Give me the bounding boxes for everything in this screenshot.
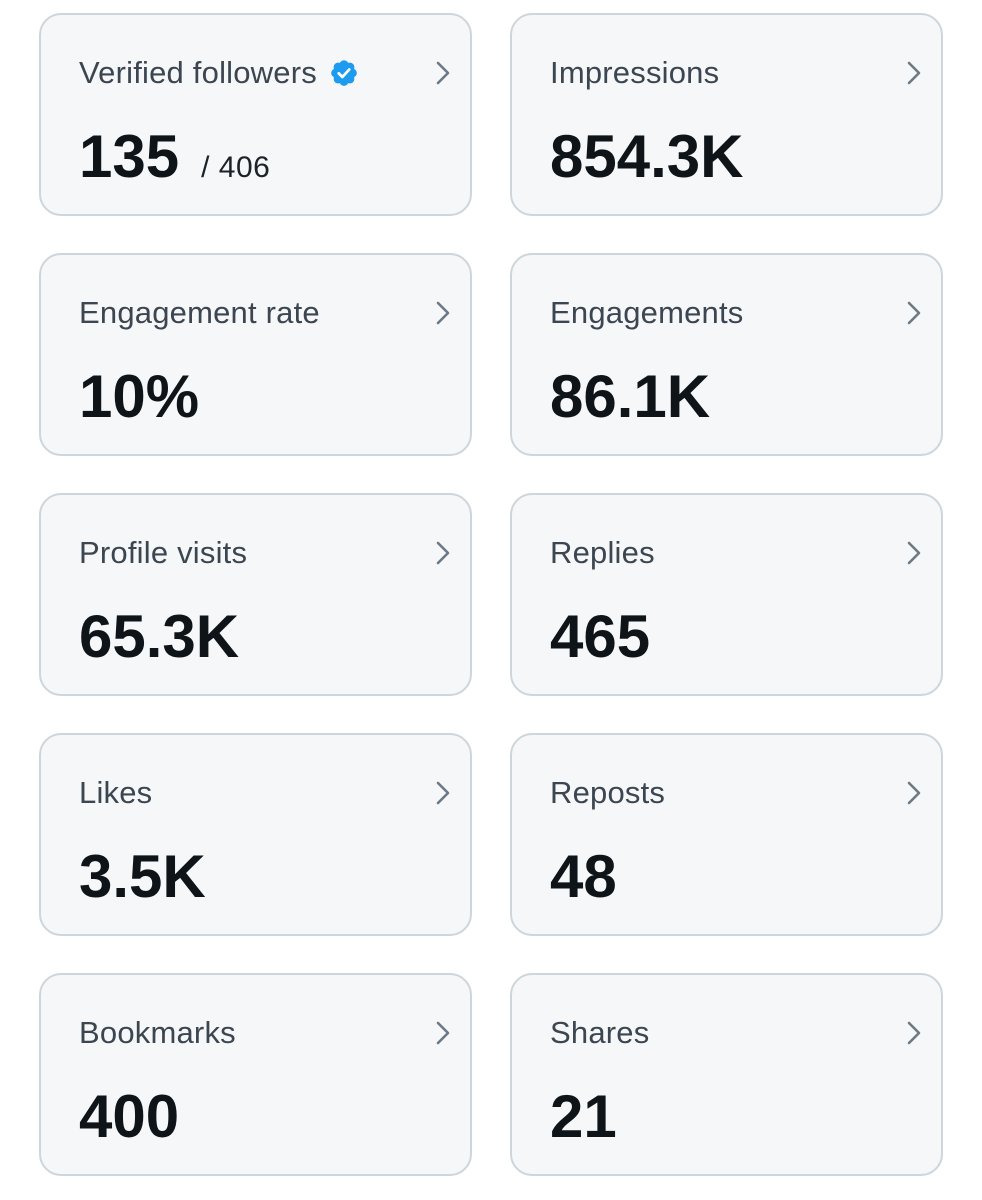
metric-card-bookmarks[interactable]: Bookmarks 400 (39, 973, 472, 1176)
metric-label-text: Verified followers (79, 55, 317, 90)
metric-value: 3.5K (79, 843, 206, 910)
metric-value: 65.3K (79, 603, 240, 670)
metric-label: Engagement rate (79, 295, 320, 330)
metric-card-profile-visits[interactable]: Profile visits 65.3K (39, 493, 472, 696)
chevron-right-icon (436, 541, 450, 565)
metric-label: Shares (550, 1015, 650, 1050)
metric-label: Verified followers (79, 53, 359, 93)
metric-label: Likes (79, 775, 153, 810)
metric-card-likes[interactable]: Likes 3.5K (39, 733, 472, 936)
chevron-right-icon (907, 301, 921, 325)
chevron-right-icon (436, 781, 450, 805)
metrics-grid: Verified followers 135 / 406 Impressions… (39, 13, 943, 1176)
metric-card-replies[interactable]: Replies 465 (510, 493, 943, 696)
metric-value: 400 (79, 1083, 180, 1150)
metric-card-engagement-rate[interactable]: Engagement rate 10% (39, 253, 472, 456)
metric-label: Replies (550, 535, 655, 570)
metric-card-verified-followers[interactable]: Verified followers 135 / 406 (39, 13, 472, 216)
chevron-right-icon (907, 781, 921, 805)
metric-label: Impressions (550, 55, 720, 90)
metric-value: 21 (550, 1083, 617, 1150)
metric-value: 135 / 406 (79, 123, 270, 202)
metric-label: Engagements (550, 295, 744, 330)
metric-total: / 406 (201, 151, 271, 184)
metric-value: 48 (550, 843, 617, 910)
metric-card-engagements[interactable]: Engagements 86.1K (510, 253, 943, 456)
chevron-right-icon (436, 61, 450, 85)
chevron-right-icon (436, 301, 450, 325)
verified-badge-icon (329, 58, 359, 88)
metric-card-impressions[interactable]: Impressions 854.3K (510, 13, 943, 216)
chevron-right-icon (907, 61, 921, 85)
chevron-right-icon (907, 1021, 921, 1045)
metric-value: 10% (79, 363, 200, 430)
chevron-right-icon (436, 1021, 450, 1045)
metric-label: Profile visits (79, 535, 248, 570)
metric-label: Reposts (550, 775, 666, 810)
metric-value: 465 (550, 603, 651, 670)
metric-card-reposts[interactable]: Reposts 48 (510, 733, 943, 936)
metric-card-shares[interactable]: Shares 21 (510, 973, 943, 1176)
metric-value: 86.1K (550, 363, 711, 430)
chevron-right-icon (907, 541, 921, 565)
metric-label: Bookmarks (79, 1015, 236, 1050)
metric-value: 854.3K (550, 123, 744, 190)
metric-value-number: 135 (79, 123, 180, 190)
